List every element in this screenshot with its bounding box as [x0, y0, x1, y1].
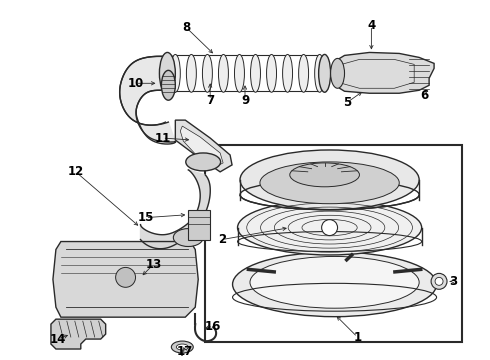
Bar [188, 210, 210, 239]
Ellipse shape [173, 229, 203, 247]
Ellipse shape [161, 70, 175, 100]
Text: 10: 10 [127, 77, 144, 90]
Ellipse shape [315, 54, 324, 92]
Text: 17: 17 [177, 345, 194, 357]
Bar [205, 145, 462, 342]
Ellipse shape [318, 54, 331, 92]
Polygon shape [120, 56, 176, 142]
Circle shape [435, 277, 443, 285]
Text: 5: 5 [343, 96, 352, 109]
Text: 4: 4 [368, 19, 375, 32]
Ellipse shape [240, 150, 419, 210]
Text: 2: 2 [218, 233, 226, 246]
Ellipse shape [290, 163, 360, 187]
Ellipse shape [219, 54, 228, 92]
Circle shape [321, 220, 338, 235]
Text: 9: 9 [241, 94, 249, 107]
Ellipse shape [250, 256, 419, 308]
Polygon shape [141, 170, 210, 249]
Polygon shape [51, 319, 106, 349]
Text: 13: 13 [146, 258, 162, 271]
Ellipse shape [331, 58, 344, 88]
Ellipse shape [267, 54, 276, 92]
Text: 12: 12 [68, 165, 84, 178]
Text: 15: 15 [137, 211, 154, 224]
Ellipse shape [238, 200, 422, 255]
Ellipse shape [159, 53, 175, 94]
Text: 3: 3 [449, 275, 457, 288]
Polygon shape [337, 53, 434, 93]
Text: 14: 14 [49, 333, 66, 346]
Text: 6: 6 [420, 89, 428, 102]
Text: 1: 1 [353, 330, 362, 343]
Ellipse shape [176, 344, 188, 350]
Circle shape [431, 273, 447, 289]
Ellipse shape [235, 54, 245, 92]
Ellipse shape [250, 54, 261, 92]
Text: 11: 11 [154, 131, 171, 144]
Polygon shape [180, 126, 223, 168]
Ellipse shape [202, 54, 212, 92]
Ellipse shape [233, 252, 437, 317]
Polygon shape [175, 120, 232, 172]
Text: 7: 7 [206, 94, 214, 107]
Ellipse shape [172, 341, 193, 353]
Circle shape [116, 267, 136, 287]
Ellipse shape [283, 54, 293, 92]
Ellipse shape [186, 54, 196, 92]
Ellipse shape [260, 162, 399, 204]
Ellipse shape [171, 54, 180, 92]
Text: 16: 16 [205, 320, 221, 333]
Text: 8: 8 [182, 21, 191, 34]
Polygon shape [53, 242, 198, 317]
Ellipse shape [186, 153, 220, 171]
Ellipse shape [298, 54, 309, 92]
